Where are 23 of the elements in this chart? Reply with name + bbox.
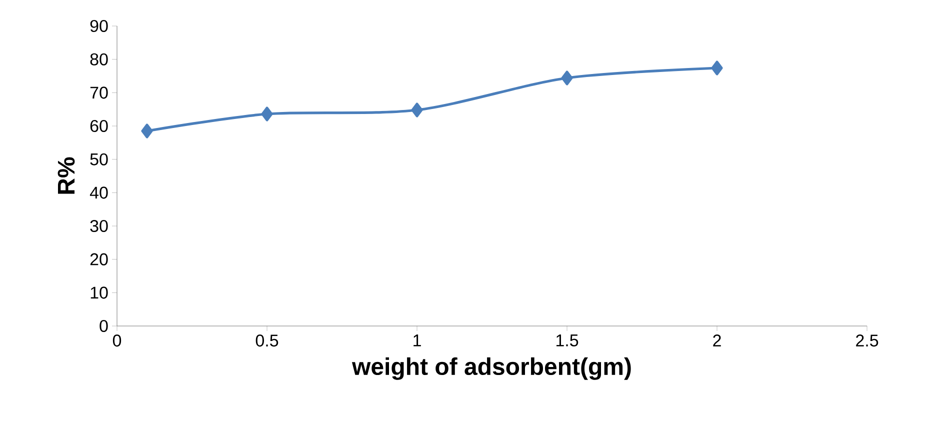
- y-tick-label: 80: [90, 53, 108, 66]
- x-axis-title: weight of adsorbent(gm): [352, 357, 631, 380]
- y-tick-label: 0: [100, 320, 108, 332]
- x-tick-label: 0: [112, 334, 122, 347]
- y-tick-label: 30: [90, 220, 108, 232]
- point: [261, 106, 273, 122]
- x-tick-label: 2: [713, 334, 721, 346]
- x-tick-label: 2.5: [856, 334, 878, 347]
- point: [411, 102, 423, 118]
- x-tick-label: 0.5: [256, 334, 278, 347]
- x-tick-label: 1: [414, 334, 421, 346]
- y-tick-label: 90: [90, 20, 108, 32]
- y-tick-label: 20: [90, 253, 108, 266]
- y-tick-label: 40: [90, 186, 108, 199]
- y-axis-title: R%: [58, 157, 75, 194]
- y-tick-label: 60: [90, 120, 108, 132]
- point: [711, 60, 723, 76]
- point: [561, 70, 573, 86]
- y-tick-label: 10: [90, 286, 108, 299]
- x-tick-label: 1.5: [556, 334, 578, 346]
- y-tick-label: 70: [90, 86, 108, 99]
- point: [141, 124, 153, 138]
- y-tick-label: 50: [90, 153, 108, 166]
